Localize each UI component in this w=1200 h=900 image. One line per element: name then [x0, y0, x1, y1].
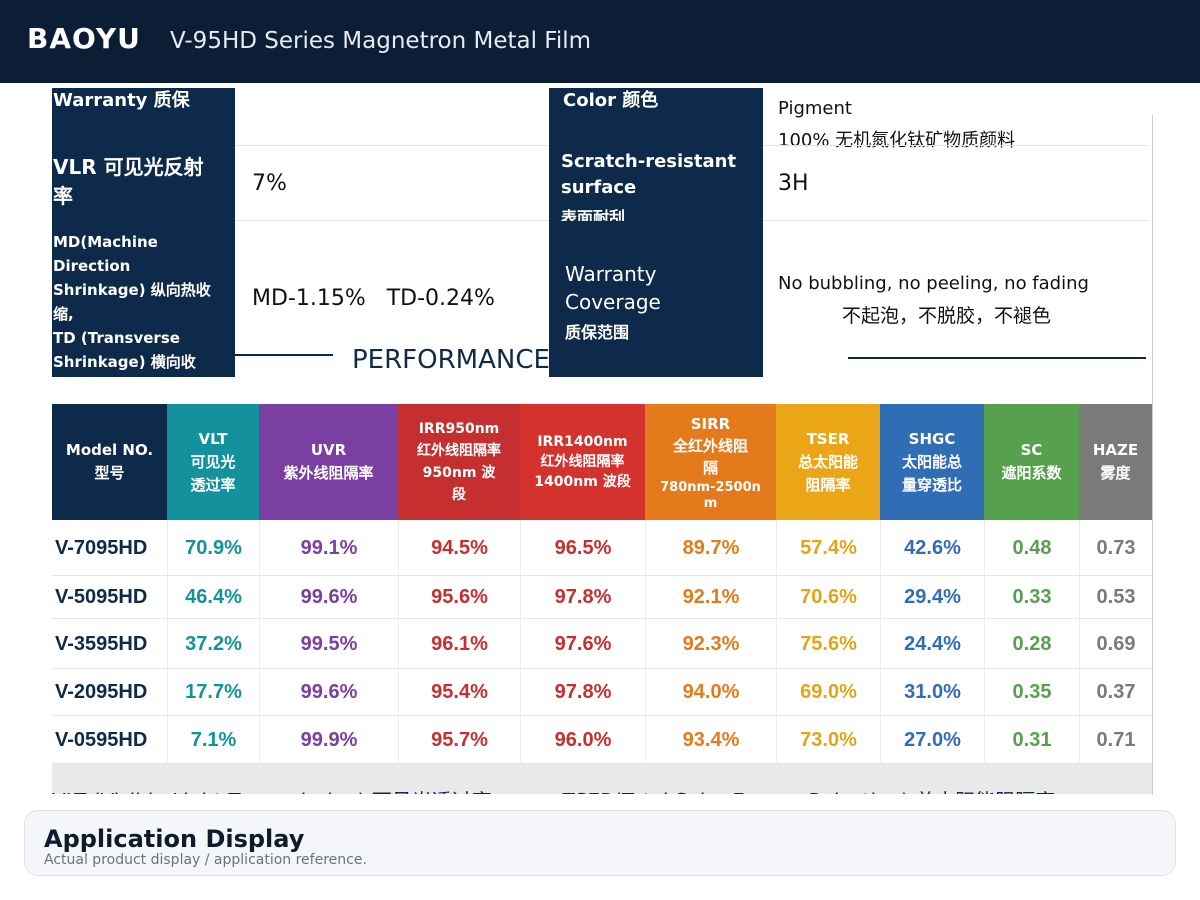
cell-uvr: 99.5% — [259, 619, 398, 669]
cell-sirr: 92.1% — [645, 576, 776, 619]
spec-value-scratch: 3H — [778, 171, 809, 196]
row-divider — [52, 618, 1152, 619]
cell-uvr: 99.6% — [259, 669, 398, 716]
header-haze: HAZE 雾度 — [1079, 404, 1152, 520]
cell-shgc: 27.0% — [880, 716, 984, 764]
header-vlt: VLT 可见光 透过率 — [167, 404, 259, 520]
header-sirr: SIRR 全红外线阻隔 780nm-2500n m — [645, 404, 776, 520]
cell-irr1400: 96.5% — [520, 520, 645, 576]
row-divider — [52, 668, 1152, 669]
page-title: V-95HD Series Magnetron Metal Film — [170, 28, 592, 54]
cell-vlt: 37.2% — [167, 619, 259, 669]
header-sc: SC 遮阳系数 — [984, 404, 1079, 520]
title-rule-left — [235, 354, 333, 356]
cell-irr950: 94.5% — [398, 520, 520, 576]
row-divider — [52, 763, 1152, 764]
cell-uvr: 99.6% — [259, 576, 398, 619]
spec-label-warranty: Warranty 质保 — [52, 88, 235, 145]
spec-value-color-en: Pigment — [778, 98, 852, 119]
row-divider — [763, 145, 1149, 146]
cell-shgc: 31.0% — [880, 669, 984, 716]
cell-tser: 70.6% — [776, 576, 880, 619]
cell-haze: 0.69 — [1079, 619, 1152, 669]
spec-label-color: Color 颜色 — [549, 88, 763, 145]
card-title: Application Display — [44, 825, 305, 853]
table-row: V-2095HD 17.7% 99.6% 95.4% 97.8% 94.0% 69.0% 31… — [52, 669, 1152, 716]
cell-uvr: 99.9% — [259, 716, 398, 764]
cell-sirr: 89.7% — [645, 520, 776, 576]
spec-label-shrinkage: MD(Machine Direction Shrinkage) 纵向热收缩, T… — [52, 221, 235, 377]
table-row: V-0595HD 7.1% 99.9% 95.7% 96.0% 93.4% 73.0% 27.… — [52, 716, 1152, 764]
cell-model: V-5095HD — [55, 586, 148, 608]
cell-vlt: 70.9% — [167, 520, 259, 576]
top-bar: BAOYU V-95HD Series Magnetron Metal Film — [0, 0, 1200, 83]
table-row: V-7095HD 70.9% 99.1% 94.5% 96.5% 89.7% 57.4% 42… — [52, 520, 1152, 576]
row-divider — [52, 575, 1152, 576]
cell-haze: 0.71 — [1079, 716, 1152, 764]
footnote-band: VLT (Visible Light Transmission) 可见光透过率：… — [52, 764, 1152, 794]
cell-sirr: 93.4% — [645, 716, 776, 764]
cell-tser: 69.0% — [776, 669, 880, 716]
cell-sc: 0.33 — [984, 576, 1079, 619]
header-tser: TSER 总太阳能 阻隔率 — [776, 404, 880, 520]
cell-sc: 0.31 — [984, 716, 1079, 764]
spec-value-coverage-cn: 不起泡，不脱胶，不褪色 — [842, 305, 1052, 327]
cell-vlt: 17.7% — [167, 669, 259, 716]
cell-haze: 0.53 — [1079, 576, 1152, 619]
cell-shgc: 29.4% — [880, 576, 984, 619]
table-row: V-5095HD 46.4% 99.6% 95.6% 97.8% 92.1% 70.6% 29… — [52, 576, 1152, 619]
cell-sirr: 94.0% — [645, 669, 776, 716]
cell-model: V-7095HD — [55, 536, 148, 559]
title-rule-right — [848, 357, 1146, 359]
cell-tser: 75.6% — [776, 619, 880, 669]
cell-sc: 0.35 — [984, 669, 1079, 716]
cell-model: V-3595HD — [55, 632, 148, 655]
card-subtitle: Actual product display / application ref… — [44, 852, 367, 868]
row-divider — [235, 220, 549, 221]
application-display-card[interactable]: Application Display Actual product displ… — [24, 810, 1176, 876]
header-model: Model NO. 型号 — [52, 404, 167, 520]
header-shgc: SHGC 太阳能总 量穿透比 — [880, 404, 984, 520]
header-irr950: IRR950nm 红外线阻隔率 950nm 波段 — [398, 404, 520, 520]
header-irr1400: IRR1400nm 红外线阻隔率 1400nm 波段 — [520, 404, 645, 520]
cell-irr1400: 96.0% — [520, 716, 645, 764]
spec-label-scratch: Scratch-resistant surface 表面耐刮 — [549, 145, 763, 221]
product-image-viewer[interactable]: Warranty 质保 Color 颜色 Pigment 100% 无机氮化钛矿… — [52, 88, 1152, 794]
cell-irr1400: 97.6% — [520, 619, 645, 669]
spec-value-vlr: 7% — [252, 171, 287, 196]
cell-irr950: 95.4% — [398, 669, 520, 716]
row-divider — [235, 145, 549, 146]
cell-tser: 73.0% — [776, 716, 880, 764]
viewer-border — [1152, 115, 1153, 795]
cell-irr950: 96.1% — [398, 619, 520, 669]
cell-shgc: 42.6% — [880, 520, 984, 576]
cell-haze: 0.73 — [1079, 520, 1152, 576]
cell-tser: 57.4% — [776, 520, 880, 576]
spec-value-color-cn: 100% 无机氮化钛矿物质颜料 — [778, 130, 1016, 151]
row-divider — [52, 715, 1152, 716]
spec-value-shrinkage: MD-1.15% TD-0.24% — [252, 286, 495, 311]
cell-sirr: 92.3% — [645, 619, 776, 669]
cell-irr950: 95.7% — [398, 716, 520, 764]
cell-shgc: 24.4% — [880, 619, 984, 669]
spec-value-coverage-en: No bubbling, no peeling, no fading — [778, 273, 1089, 294]
header-uvr: UVR 紫外线阻隔率 — [259, 404, 398, 520]
cell-irr950: 95.6% — [398, 576, 520, 619]
cell-sc: 0.28 — [984, 619, 1079, 669]
cell-haze: 0.37 — [1079, 669, 1152, 716]
cell-model: V-2095HD — [55, 681, 148, 703]
cell-vlt: 7.1% — [167, 716, 259, 764]
cell-model: V-0595HD — [55, 728, 148, 751]
table-row: V-3595HD 37.2% 99.5% 96.1% 97.6% 92.3% 75.6% 24… — [52, 619, 1152, 669]
cell-vlt: 46.4% — [167, 576, 259, 619]
brand-logo[interactable]: BAOYU — [27, 22, 141, 55]
cell-uvr: 99.1% — [259, 520, 398, 576]
cell-irr1400: 97.8% — [520, 576, 645, 619]
spec-label-coverage: Warranty Coverage 质保范围 — [549, 221, 763, 377]
cell-irr1400: 97.8% — [520, 669, 645, 716]
cell-sc: 0.48 — [984, 520, 1079, 576]
spec-label-vlr: VLR 可见光反射率 — [52, 145, 235, 221]
footnote-text: VLT (Visible Light Transmission) 可见光透过率：… — [52, 785, 1075, 794]
row-divider — [763, 220, 1149, 221]
